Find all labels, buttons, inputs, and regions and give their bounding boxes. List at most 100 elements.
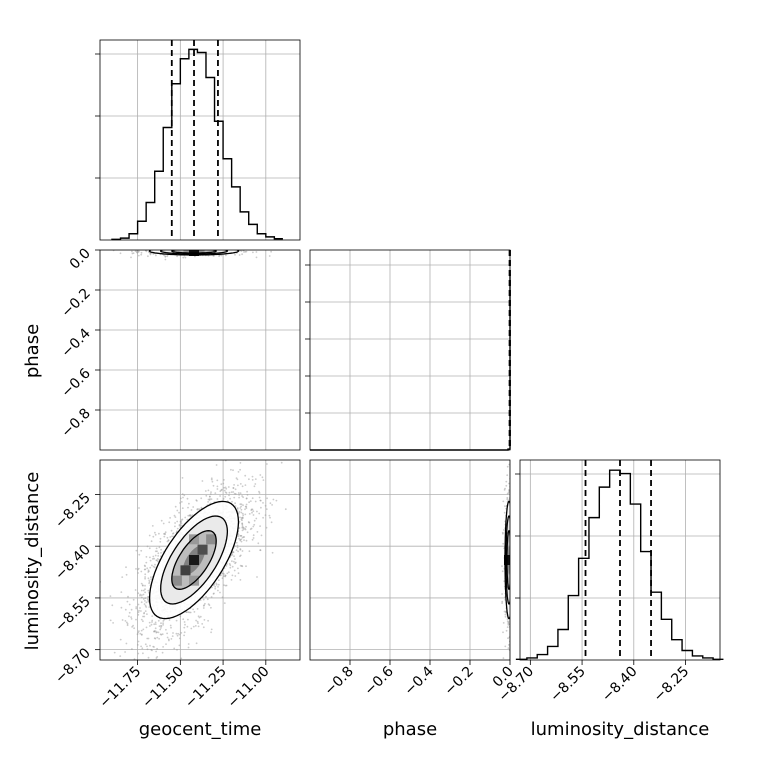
scatter-point — [502, 542, 505, 545]
scatter-point — [231, 551, 234, 554]
scatter-point — [147, 571, 150, 573]
scatter-point — [511, 555, 513, 557]
scatter-point — [230, 491, 233, 493]
panel-content — [310, 460, 516, 660]
scatter-point — [226, 247, 228, 249]
scatter-point — [127, 615, 130, 618]
panel-frame — [309, 459, 511, 661]
scatter-point — [140, 582, 143, 585]
scatter-point — [119, 638, 122, 641]
scatter-point — [126, 622, 129, 625]
y-tick-label: −0.6 — [58, 365, 93, 400]
scatter-point — [501, 531, 504, 534]
scatter-point — [208, 604, 211, 607]
scatter-point — [241, 253, 244, 256]
scatter-point — [212, 584, 215, 587]
scatter-point — [501, 602, 503, 604]
scatter-point — [190, 627, 193, 630]
scatter-point — [154, 531, 156, 534]
scatter-point — [124, 608, 127, 611]
scatter-point — [207, 501, 210, 503]
scatter-point — [146, 660, 148, 662]
scatter-point — [510, 574, 512, 576]
scatter-point — [122, 663, 124, 665]
scatter-point — [181, 507, 184, 510]
scatter-point — [239, 548, 242, 551]
scatter-point — [160, 245, 162, 247]
scatter-point — [512, 569, 514, 571]
scatter-point — [270, 521, 273, 524]
scatter-point — [190, 515, 192, 518]
scatter-point — [187, 248, 189, 250]
scatter-point — [511, 575, 513, 577]
scatter-point — [220, 247, 222, 249]
scatter-point — [174, 516, 177, 518]
scatter-point — [142, 584, 144, 587]
scatter-point — [511, 565, 513, 567]
scatter-point — [184, 256, 187, 259]
scatter-point — [176, 244, 178, 246]
scatter-point — [511, 563, 513, 565]
scatter-point — [221, 577, 224, 580]
scatter-point — [510, 565, 512, 567]
scatter-point — [142, 615, 144, 618]
scatter-point — [512, 559, 514, 561]
scatter-point — [222, 575, 225, 578]
scatter-point — [151, 649, 153, 652]
scatter-point — [260, 506, 262, 509]
scatter-point — [190, 248, 192, 250]
scatter-point — [508, 482, 510, 485]
scatter-point — [151, 662, 153, 664]
histogram-bar — [249, 224, 258, 240]
scatter-point — [262, 479, 265, 481]
scatter-point — [197, 622, 199, 624]
panel-hist-phase — [305, 249, 511, 451]
scatter-point — [176, 648, 178, 651]
scatter-point — [182, 496, 184, 499]
panel-hist-geocent-time — [95, 39, 301, 241]
histogram-bar — [599, 487, 609, 660]
scatter-point — [217, 579, 220, 582]
scatter-point — [514, 594, 516, 596]
scatter-point — [200, 497, 203, 500]
scatter-point — [147, 589, 150, 592]
scatter-point — [186, 248, 188, 250]
scatter-point — [140, 253, 143, 256]
scatter-point — [154, 563, 156, 566]
scatter-point — [221, 488, 223, 491]
scatter-point — [504, 613, 507, 616]
scatter-point — [511, 569, 513, 571]
scatter-point — [253, 519, 256, 522]
scatter-point — [195, 499, 198, 502]
scatter-point — [245, 525, 247, 528]
scatter-point — [135, 607, 138, 610]
scatter-point — [147, 600, 150, 602]
scatter-point — [512, 537, 514, 539]
scatter-point — [149, 625, 151, 627]
scatter-point — [248, 478, 250, 481]
scatter-point — [175, 632, 178, 635]
scatter-point — [137, 611, 140, 614]
scatter-point — [164, 258, 167, 261]
scatter-point — [183, 631, 186, 634]
scatter-point — [231, 574, 234, 577]
scatter-point — [147, 637, 150, 640]
scatter-point — [174, 505, 177, 508]
scatter-point — [159, 628, 162, 631]
scatter-point — [205, 595, 207, 598]
panel-scatter-geocent-time-luminosity-distance — [99, 445, 301, 665]
scatter-point — [232, 491, 235, 493]
scatter-point — [511, 600, 513, 602]
scatter-point — [511, 563, 513, 565]
scatter-point — [245, 497, 248, 500]
scatter-point — [143, 564, 146, 567]
scatter-point — [134, 250, 137, 253]
scatter-point — [137, 613, 140, 616]
scatter-point — [195, 642, 198, 645]
scatter-point — [144, 584, 146, 587]
scatter-point — [237, 445, 239, 447]
scatter-point — [250, 246, 252, 248]
scatter-point — [510, 535, 512, 537]
scatter-point — [511, 498, 513, 500]
scatter-point — [215, 583, 218, 586]
